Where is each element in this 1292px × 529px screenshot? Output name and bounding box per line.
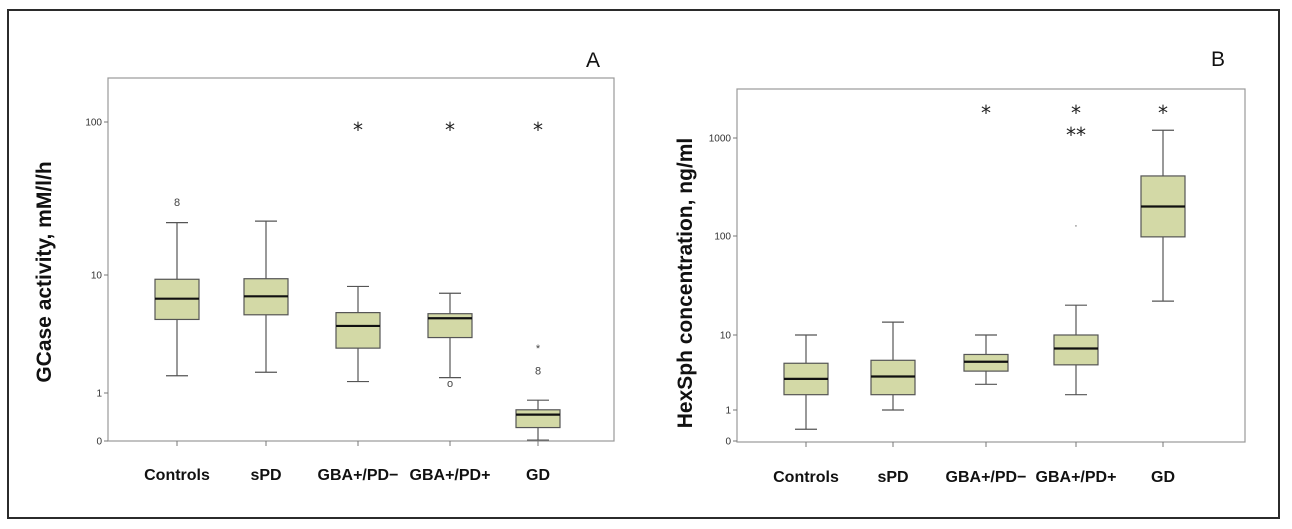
plot-area-0 xyxy=(107,77,615,442)
box-iqr xyxy=(515,409,561,429)
y-tick-label: 10 xyxy=(91,271,103,282)
y-tick-label: 1 xyxy=(725,406,731,417)
x-category-label: GBA+/PD+ xyxy=(1036,469,1117,486)
figure-frame xyxy=(7,9,1280,519)
y-tick-label: 1 xyxy=(96,389,102,400)
outlier-marker: 8 xyxy=(535,366,541,378)
box-iqr xyxy=(1053,334,1099,366)
significance-marker: * xyxy=(353,118,363,142)
x-category-label: Controls xyxy=(773,469,839,486)
x-category-label: GD xyxy=(1151,469,1175,486)
x-category-label: GD xyxy=(526,467,550,484)
significance-marker: * xyxy=(533,118,543,142)
significance-marker: ** xyxy=(1066,123,1086,147)
box-iqr xyxy=(427,313,473,339)
box-iqr xyxy=(335,312,381,349)
x-category-label: GBA+/PD− xyxy=(318,467,399,484)
significance-marker: * xyxy=(1071,101,1081,125)
y-tick-label: 100 xyxy=(85,118,102,129)
panel-label: A xyxy=(586,49,600,72)
outlier-marker: 8 xyxy=(174,197,180,209)
significance-marker: * xyxy=(1158,101,1168,125)
y-axis-label: GCase activity, mM/l/h xyxy=(33,161,56,382)
y-axis-label: HexSph concentration, ng/ml xyxy=(674,138,697,429)
y-tick-label: 100 xyxy=(714,232,731,243)
y-tick-label: 0 xyxy=(96,437,102,448)
x-category-label: sPD xyxy=(877,469,908,486)
x-category-label: Controls xyxy=(144,467,210,484)
outlier-marker: o xyxy=(447,378,453,390)
outlier-marker: · xyxy=(1074,220,1078,232)
significance-marker: * xyxy=(445,118,455,142)
outlier-marker: * xyxy=(536,343,541,355)
panel-label: B xyxy=(1211,48,1225,71)
x-category-label: GBA+/PD+ xyxy=(410,467,491,484)
y-tick-label: 1000 xyxy=(709,134,732,145)
significance-marker: * xyxy=(981,101,991,125)
x-category-label: sPD xyxy=(250,467,281,484)
plot-area-1 xyxy=(736,88,1246,443)
y-tick-label: 10 xyxy=(720,331,732,342)
y-tick-label: 0 xyxy=(725,437,731,448)
x-category-label: GBA+/PD− xyxy=(946,469,1027,486)
